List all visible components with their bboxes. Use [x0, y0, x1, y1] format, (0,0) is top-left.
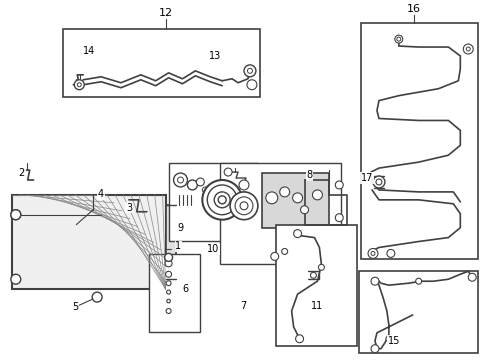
Circle shape [265, 192, 277, 204]
Bar [275, 225, 356, 346]
Circle shape [247, 68, 252, 73]
Circle shape [187, 180, 197, 190]
Circle shape [335, 214, 343, 222]
Text: 9: 9 [177, 222, 183, 233]
Circle shape [415, 278, 421, 284]
Text: 2: 2 [19, 168, 25, 178]
Bar [220, 163, 341, 264]
Circle shape [370, 251, 374, 255]
Circle shape [11, 210, 20, 220]
Circle shape [312, 190, 322, 200]
Text: 15: 15 [387, 336, 399, 346]
Bar [165, 205, 175, 279]
Text: 5: 5 [72, 302, 78, 312]
Circle shape [166, 281, 171, 286]
Circle shape [466, 47, 469, 51]
Circle shape [240, 202, 247, 210]
Bar [360, 23, 477, 260]
Circle shape [462, 44, 472, 54]
Circle shape [230, 192, 257, 220]
Bar [148, 255, 200, 332]
Text: 7: 7 [240, 301, 245, 311]
Circle shape [246, 80, 256, 90]
Text: 11: 11 [311, 301, 323, 311]
Circle shape [372, 176, 384, 188]
Circle shape [11, 210, 20, 220]
Circle shape [77, 83, 81, 87]
Text: 12: 12 [158, 8, 172, 18]
Text: 10: 10 [207, 244, 219, 255]
Circle shape [396, 37, 400, 41]
Circle shape [270, 252, 278, 260]
Circle shape [370, 345, 378, 353]
Circle shape [386, 249, 394, 257]
Circle shape [394, 35, 402, 43]
Circle shape [367, 248, 377, 258]
Circle shape [202, 180, 242, 220]
Bar [168, 163, 257, 240]
Circle shape [173, 173, 187, 187]
Text: 3: 3 [125, 203, 132, 213]
Circle shape [177, 177, 183, 183]
Circle shape [279, 187, 289, 197]
Circle shape [235, 197, 252, 215]
Circle shape [74, 80, 84, 90]
Circle shape [370, 277, 378, 285]
Circle shape [11, 274, 20, 284]
Circle shape [244, 65, 255, 77]
Text: 13: 13 [209, 51, 221, 61]
Circle shape [310, 272, 316, 278]
Circle shape [202, 187, 208, 193]
Circle shape [166, 290, 170, 294]
Bar [12, 195, 165, 289]
Circle shape [166, 299, 170, 303]
Circle shape [318, 264, 324, 270]
Text: 8: 8 [306, 170, 312, 180]
Circle shape [335, 181, 343, 189]
Circle shape [164, 253, 172, 261]
Text: 17: 17 [360, 173, 372, 183]
Text: 4: 4 [98, 189, 104, 199]
Circle shape [196, 178, 204, 186]
Circle shape [292, 193, 302, 203]
Circle shape [281, 248, 287, 255]
Text: 16: 16 [406, 4, 420, 14]
Bar [63, 29, 259, 96]
Circle shape [165, 271, 171, 277]
Bar [358, 271, 477, 353]
Circle shape [375, 179, 381, 185]
Circle shape [224, 168, 232, 176]
Text: 1: 1 [175, 242, 181, 252]
Text: 6: 6 [182, 284, 188, 294]
Circle shape [218, 196, 225, 204]
Circle shape [166, 309, 171, 314]
Circle shape [300, 206, 308, 214]
Circle shape [92, 292, 102, 302]
Circle shape [207, 185, 237, 215]
Circle shape [385, 336, 391, 342]
Circle shape [239, 180, 248, 190]
Text: 14: 14 [83, 46, 95, 56]
Circle shape [293, 230, 301, 238]
Circle shape [468, 273, 475, 281]
Circle shape [214, 192, 230, 208]
Circle shape [295, 335, 303, 343]
Bar [262, 173, 328, 228]
Circle shape [165, 260, 172, 267]
